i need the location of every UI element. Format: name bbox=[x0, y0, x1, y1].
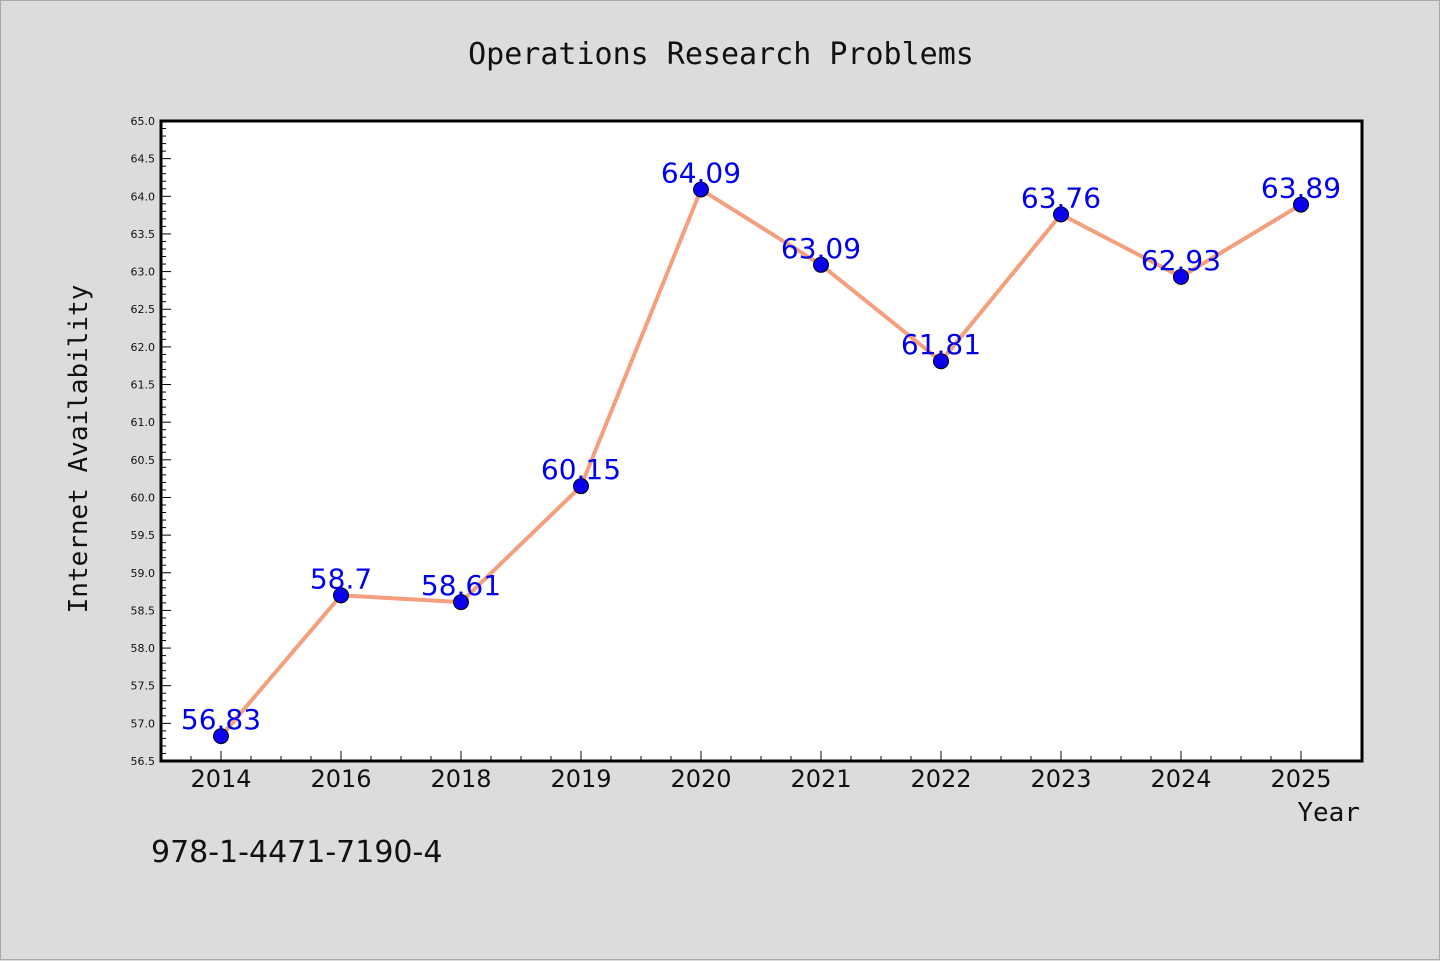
y-tick-label: 63.5 bbox=[131, 228, 156, 241]
x-tick-label: 2020 bbox=[670, 765, 731, 793]
y-tick-label: 61.0 bbox=[131, 416, 156, 429]
data-label: 63.09 bbox=[781, 232, 861, 265]
x-tick-label: 2018 bbox=[430, 765, 491, 793]
data-point bbox=[1173, 268, 1189, 285]
y-tick-label: 56.5 bbox=[131, 755, 156, 768]
series-line bbox=[219, 187, 1303, 739]
y-tick-label: 65.0 bbox=[131, 115, 156, 128]
data-label: 63.76 bbox=[1021, 181, 1101, 214]
x-tick-label: 2019 bbox=[550, 765, 611, 793]
x-axis-label: Year bbox=[1297, 798, 1360, 828]
data-label: 60.15 bbox=[541, 453, 621, 486]
data-label: 63.89 bbox=[1261, 172, 1341, 205]
data-point bbox=[933, 353, 949, 370]
series-markers bbox=[213, 181, 1309, 745]
data-point bbox=[813, 256, 829, 273]
chart-title: Operations Research Problems bbox=[468, 37, 974, 72]
x-tick-label: 2023 bbox=[1030, 765, 1091, 793]
y-tick-label: 62.5 bbox=[131, 303, 156, 316]
data-label: 61.81 bbox=[901, 328, 981, 361]
y-axis: 56.5 57.0 57.5 58.0 58.5 59.0 59.5 60.0 60.5 61.0… bbox=[131, 115, 171, 768]
y-tick-label: 64.0 bbox=[131, 190, 156, 203]
x-tick-label: 2014 bbox=[190, 765, 251, 793]
y-tick-label: 64.5 bbox=[131, 153, 156, 166]
data-labels: 56.83 58.7 58.61 60.15 64.09 63.09 61.81 63.76 6… bbox=[181, 157, 1341, 737]
data-point bbox=[213, 728, 229, 745]
data-label: 62.93 bbox=[1141, 244, 1221, 277]
data-point bbox=[333, 587, 349, 604]
y-tick-label: 63.0 bbox=[131, 266, 156, 279]
y-tick-label: 58.5 bbox=[131, 604, 156, 617]
data-label: 56.83 bbox=[181, 703, 261, 736]
y-tick-label: 58.0 bbox=[131, 642, 156, 655]
data-point bbox=[693, 181, 709, 198]
data-point bbox=[1053, 206, 1069, 223]
y-tick-label: 62.0 bbox=[131, 341, 156, 354]
y-tick-label: 61.5 bbox=[131, 379, 156, 392]
y-tick-label: 57.5 bbox=[131, 680, 156, 693]
y-tick-label: 59.5 bbox=[131, 529, 156, 542]
y-tick-label: 57.0 bbox=[131, 717, 156, 730]
footer-code: 978-1-4471-7190-4 bbox=[151, 835, 443, 870]
y-tick-label: 59.0 bbox=[131, 567, 156, 580]
x-axis: 2014 2016 2018 2019 2020 2021 2022 2023 2024 2025 bbox=[190, 751, 1332, 793]
x-tick-label: 2022 bbox=[910, 765, 971, 793]
data-point bbox=[1293, 196, 1309, 213]
y-tick-label: 60.0 bbox=[131, 491, 156, 504]
data-label: 64.09 bbox=[661, 157, 741, 190]
data-label: 58.7 bbox=[310, 562, 372, 595]
data-point bbox=[453, 594, 469, 611]
x-tick-label: 2024 bbox=[1150, 765, 1211, 793]
data-label: 58.61 bbox=[421, 569, 501, 602]
data-point bbox=[573, 478, 589, 495]
x-tick-label: 2016 bbox=[310, 765, 371, 793]
y-tick-label: 60.5 bbox=[131, 454, 156, 467]
x-tick-label: 2025 bbox=[1270, 765, 1331, 793]
y-axis-label: Internet Availability bbox=[64, 285, 94, 614]
x-tick-label: 2021 bbox=[790, 765, 851, 793]
plot-area bbox=[159, 119, 1364, 763]
